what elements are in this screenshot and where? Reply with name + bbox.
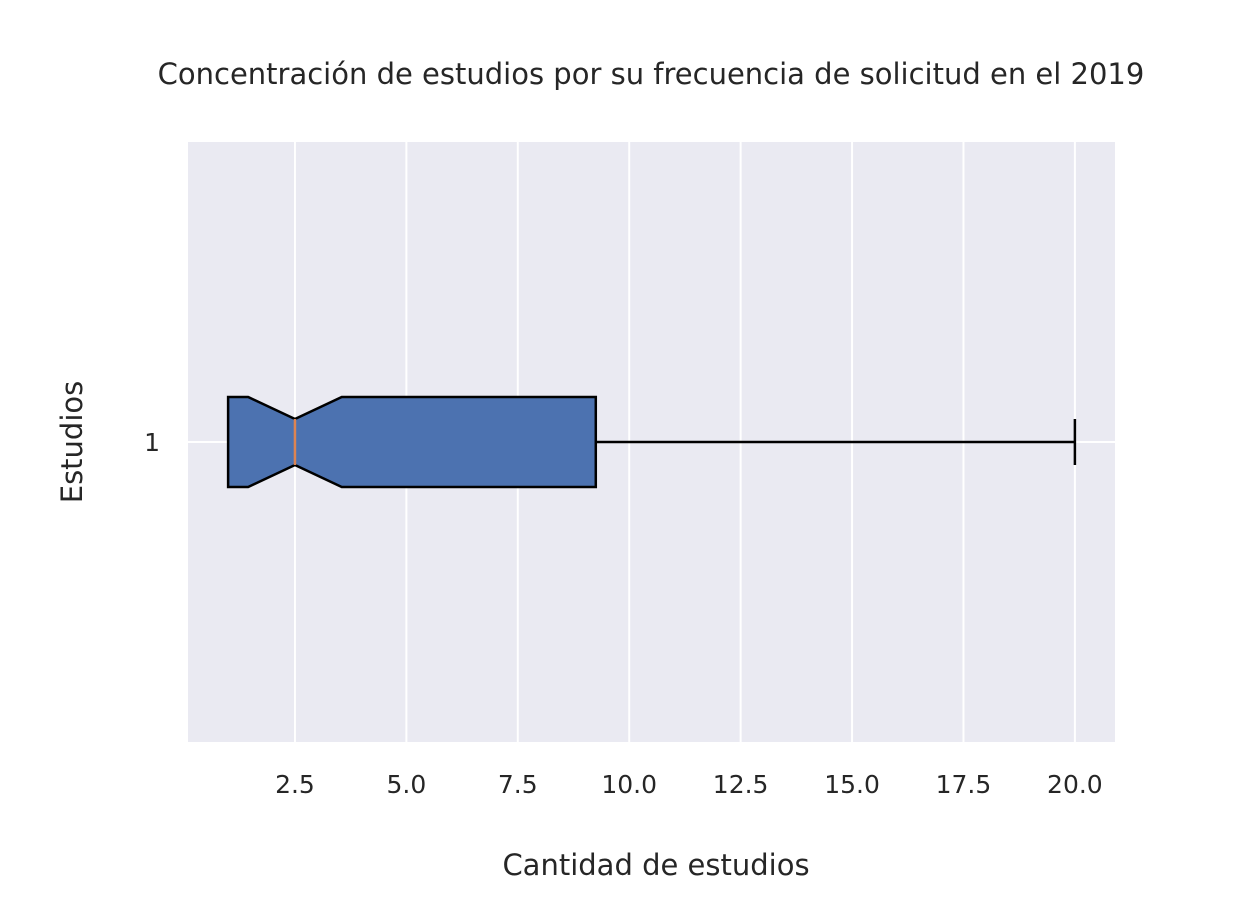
y-axis-label: Estudios: [55, 381, 89, 504]
x-tick-label: 15.0: [824, 770, 880, 799]
x-tick-label: 12.5: [713, 770, 769, 799]
y-axis-ticks: 1: [144, 428, 160, 457]
boxplot-series: [226, 395, 1077, 489]
chart-title: Concentración de estudios por su frecuen…: [158, 57, 1145, 91]
x-tick-label: 10.0: [601, 770, 657, 799]
y-tick-label: 1: [144, 428, 160, 457]
x-tick-label: 7.5: [498, 770, 538, 799]
x-tick-label: 17.5: [936, 770, 992, 799]
notched-box: [226, 395, 598, 489]
x-axis-ticks: 2.5 5.0 7.5 10.0 12.5 15.0 17.5 20.0: [275, 770, 1103, 799]
x-tick-label: 5.0: [386, 770, 426, 799]
x-tick-label: 20.0: [1047, 770, 1103, 799]
x-axis-label: Cantidad de estudios: [502, 848, 809, 882]
x-tick-label: 2.5: [275, 770, 315, 799]
